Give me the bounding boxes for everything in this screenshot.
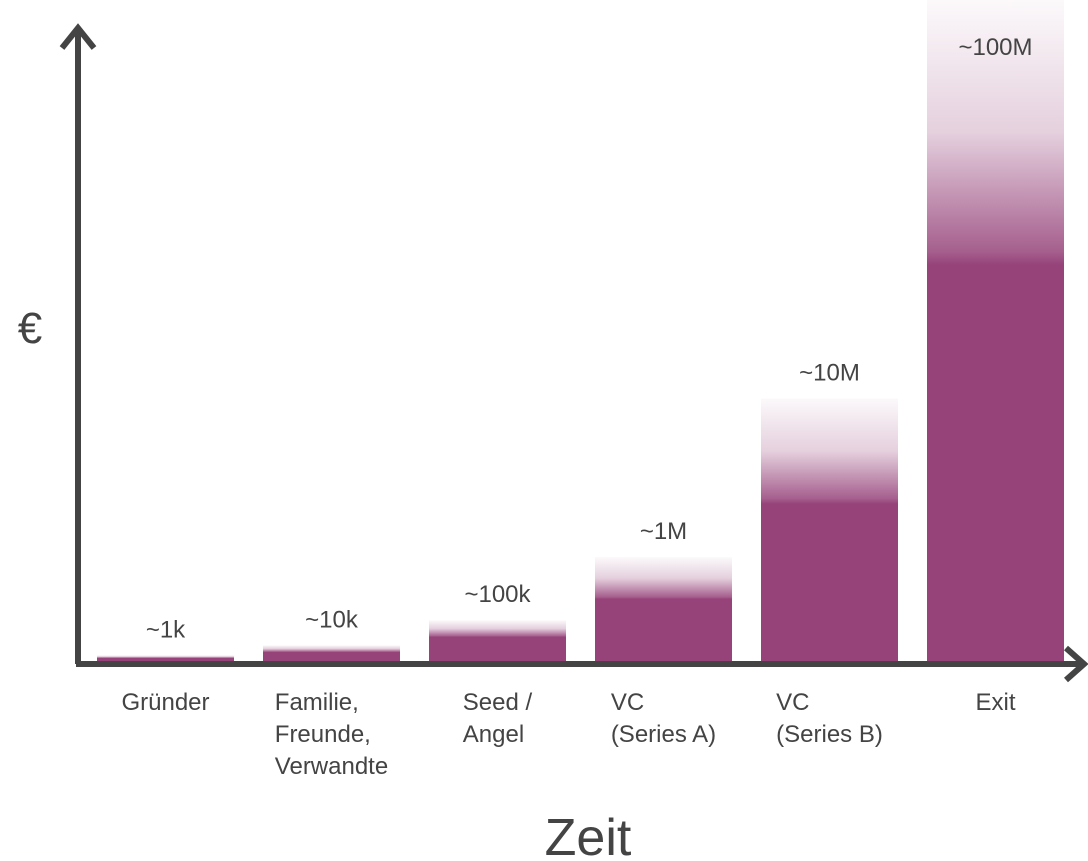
x-tick-label: VC (Series A) bbox=[611, 689, 716, 748]
bar bbox=[429, 620, 566, 662]
x-tick-label: Gründer bbox=[121, 689, 209, 716]
value-label: ~10k bbox=[305, 606, 359, 633]
value-label: ~100k bbox=[464, 581, 531, 608]
x-tick-label: Seed / Angel bbox=[463, 689, 533, 748]
x-tick-label: Familie, Freunde, Verwandte bbox=[275, 689, 388, 780]
value-label: ~100M bbox=[958, 34, 1032, 61]
bar bbox=[595, 557, 732, 662]
bar bbox=[263, 645, 400, 662]
x-axis bbox=[76, 645, 1088, 683]
x-tick-label: VC (Series B) bbox=[776, 689, 883, 748]
bar bbox=[97, 655, 234, 662]
y-axis bbox=[59, 23, 97, 664]
bar bbox=[761, 398, 898, 662]
x-axis-label: Zeit bbox=[545, 809, 632, 861]
bar bbox=[927, 0, 1064, 662]
value-label: ~10M bbox=[799, 359, 860, 386]
x-tick-label: Exit bbox=[975, 689, 1015, 716]
y-axis-label: € bbox=[18, 304, 42, 353]
value-label: ~1k bbox=[146, 616, 186, 643]
value-label: ~1M bbox=[640, 518, 687, 545]
bars bbox=[97, 0, 1064, 662]
